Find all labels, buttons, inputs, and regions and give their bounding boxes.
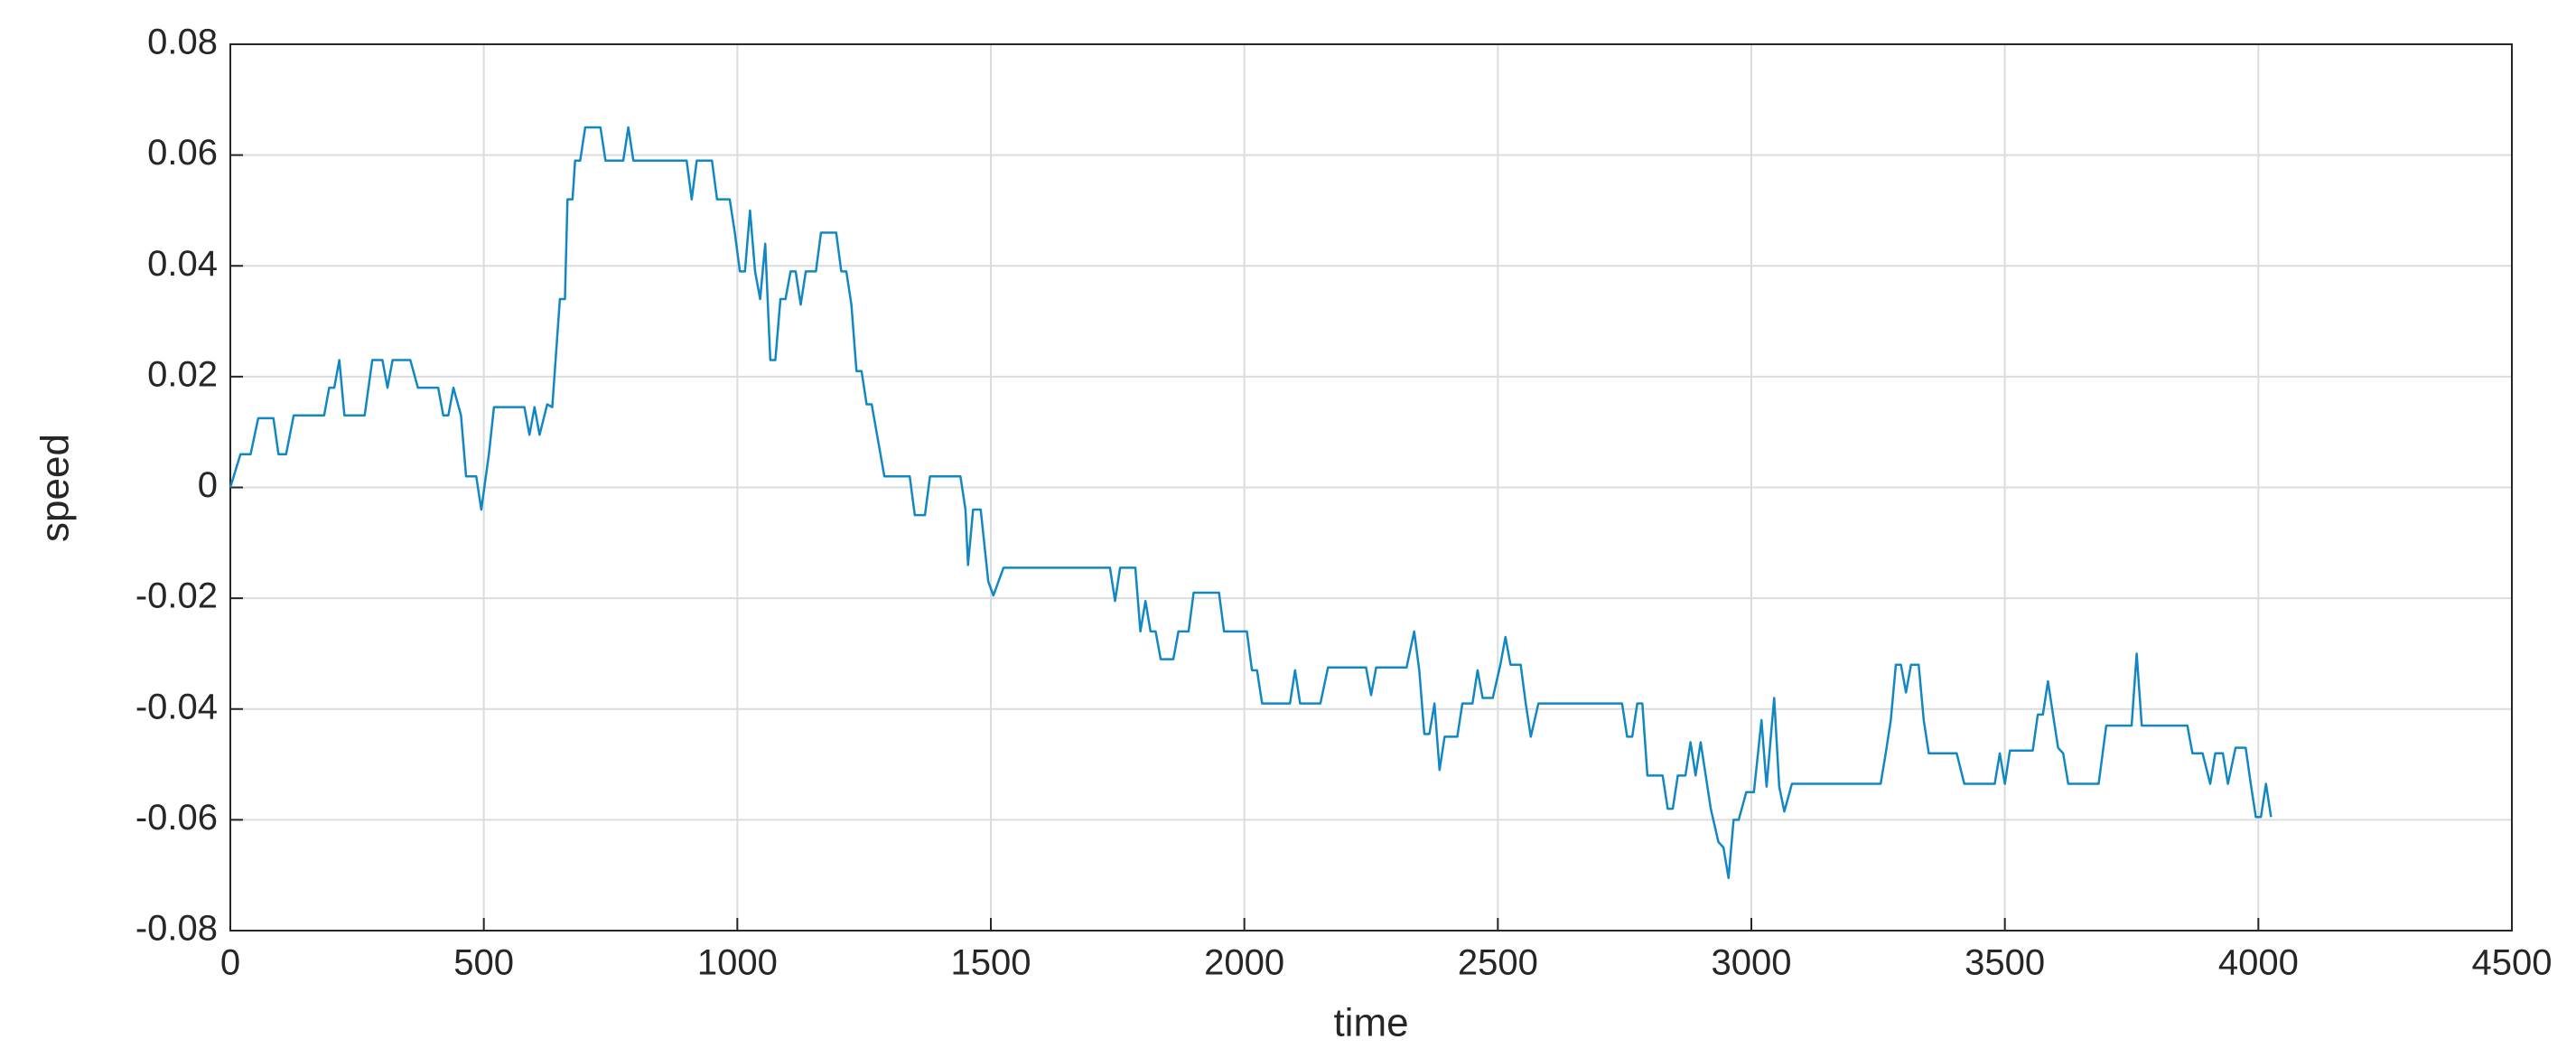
y-tick-label: 0.02 — [147, 354, 218, 394]
x-tick-label: 3000 — [1712, 943, 1792, 983]
y-tick-label: -0.02 — [135, 576, 218, 616]
y-tick-label: 0.08 — [147, 23, 218, 62]
y-tick-label: 0 — [198, 465, 218, 505]
x-tick-label: 1000 — [697, 943, 778, 983]
axes-box — [229, 43, 2513, 932]
x-tick-label: 0 — [220, 943, 240, 983]
y-tick-label: -0.06 — [135, 798, 218, 838]
x-tick-label: 4000 — [2218, 943, 2299, 983]
x-axis-label: time — [1333, 1001, 1408, 1045]
x-tick-label: 1500 — [951, 943, 1031, 983]
y-axis-label: speed — [33, 434, 78, 542]
y-tick-label: 0.04 — [147, 244, 218, 284]
x-tick-label: 4500 — [2472, 943, 2553, 983]
x-tick-label: 3500 — [1965, 943, 2045, 983]
y-tick-label: 0.06 — [147, 133, 218, 173]
y-tick-label: -0.08 — [135, 909, 218, 949]
data-line — [229, 126, 2273, 879]
x-tick-label: 2500 — [1458, 943, 1538, 983]
x-tick-label: 2000 — [1204, 943, 1284, 983]
y-tick-label: -0.04 — [135, 687, 218, 726]
x-tick-label: 500 — [453, 943, 514, 983]
